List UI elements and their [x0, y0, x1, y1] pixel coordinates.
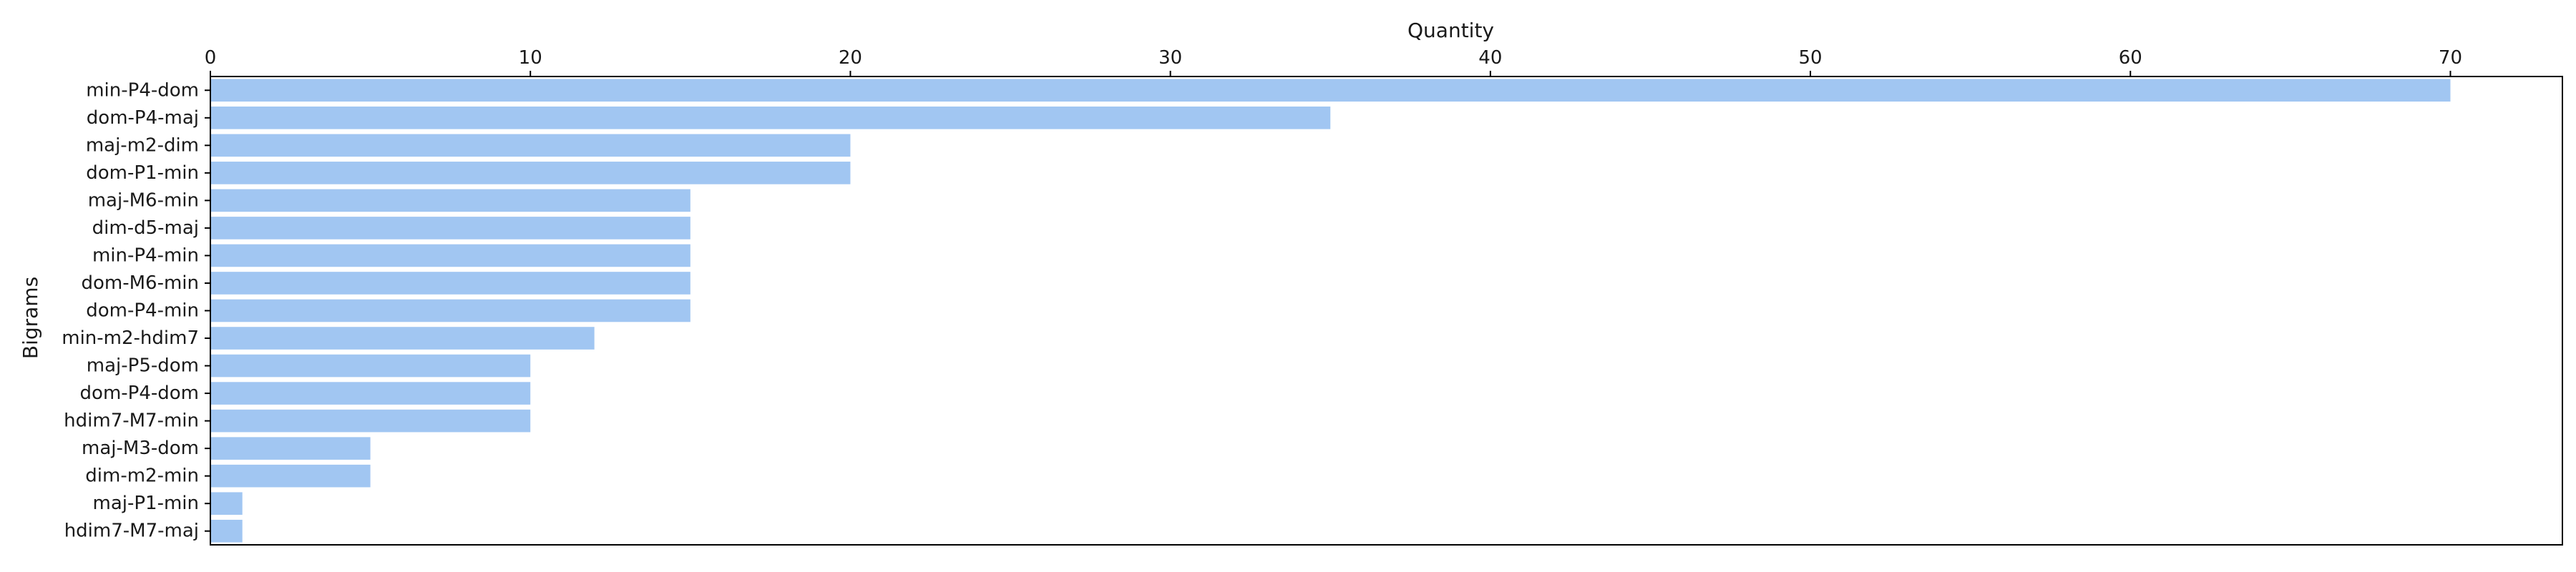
x-tick-label: 0 [205, 47, 217, 69]
bar-dim-d5-maj [210, 217, 691, 240]
bar-min-m2-hdim7 [210, 327, 595, 350]
x-tick-label: 20 [839, 47, 862, 69]
y-tick-label: dim-d5-maj [92, 217, 199, 239]
y-tick-label: maj-m2-dim [86, 134, 199, 156]
x-tick-label: 50 [1799, 47, 1823, 69]
y-axis-label: Bigrams [19, 277, 42, 359]
x-tick-label: 70 [2439, 47, 2462, 69]
bar-dom-P1-min [210, 162, 851, 184]
y-tick-label: min-P4-dom [86, 79, 199, 101]
bar-min-P4-min [210, 244, 691, 267]
x-tick-label: 40 [1478, 47, 1502, 69]
y-tick-label: hdim7-M7-maj [64, 521, 199, 542]
bar-maj-M6-min [210, 189, 691, 212]
bar-dim-m2-min [210, 464, 371, 488]
bar-maj-M3-dom [210, 437, 371, 460]
y-tick-label: min-P4-min [92, 245, 199, 266]
y-tick-label: hdim7-M7-min [64, 410, 199, 432]
y-tick-label: maj-M6-min [88, 189, 199, 211]
bar-dom-P4-maj [210, 106, 1331, 129]
y-tick-label: dom-P1-min [86, 162, 199, 184]
x-tick-label: 60 [2119, 47, 2142, 69]
bar-dom-M6-min [210, 272, 691, 295]
bar-dom-P4-dom [210, 382, 531, 405]
x-ticks-group: 0 10 20 30 40 50 60 70 [205, 47, 2462, 77]
y-tick-label: dom-P4-maj [87, 107, 199, 129]
x-tick-label: 30 [1158, 47, 1182, 69]
bar-maj-m2-dim [210, 134, 851, 157]
y-tick-label: maj-P1-min [93, 493, 200, 514]
y-tick-label: dom-M6-min [81, 272, 199, 294]
y-tick-label: dom-P4-min [86, 300, 199, 322]
y-tick-label: dim-m2-min [85, 465, 199, 487]
bar-hdim7-M7-maj [210, 519, 243, 543]
bar-min-P4-dom [210, 79, 2451, 102]
x-tick-label: 10 [519, 47, 542, 69]
bar-dom-P4-min [210, 299, 691, 322]
y-tick-label: maj-M3-dom [82, 438, 199, 459]
bar-maj-P5-dom [210, 354, 531, 378]
y-tick-label: maj-P5-dom [87, 355, 199, 377]
y-tick-label: dom-P4-dom [80, 383, 199, 404]
bar-maj-P1-min [210, 492, 243, 516]
y-ticks-group: min-P4-dom dom-P4-maj maj-m2-dim dom-P1-min… [62, 79, 210, 542]
x-axis-label: Quantity [1407, 19, 1494, 42]
bar-hdim7-M7-min [210, 409, 531, 433]
bars-group [210, 79, 2451, 543]
y-tick-label: min-m2-hdim7 [62, 327, 199, 349]
